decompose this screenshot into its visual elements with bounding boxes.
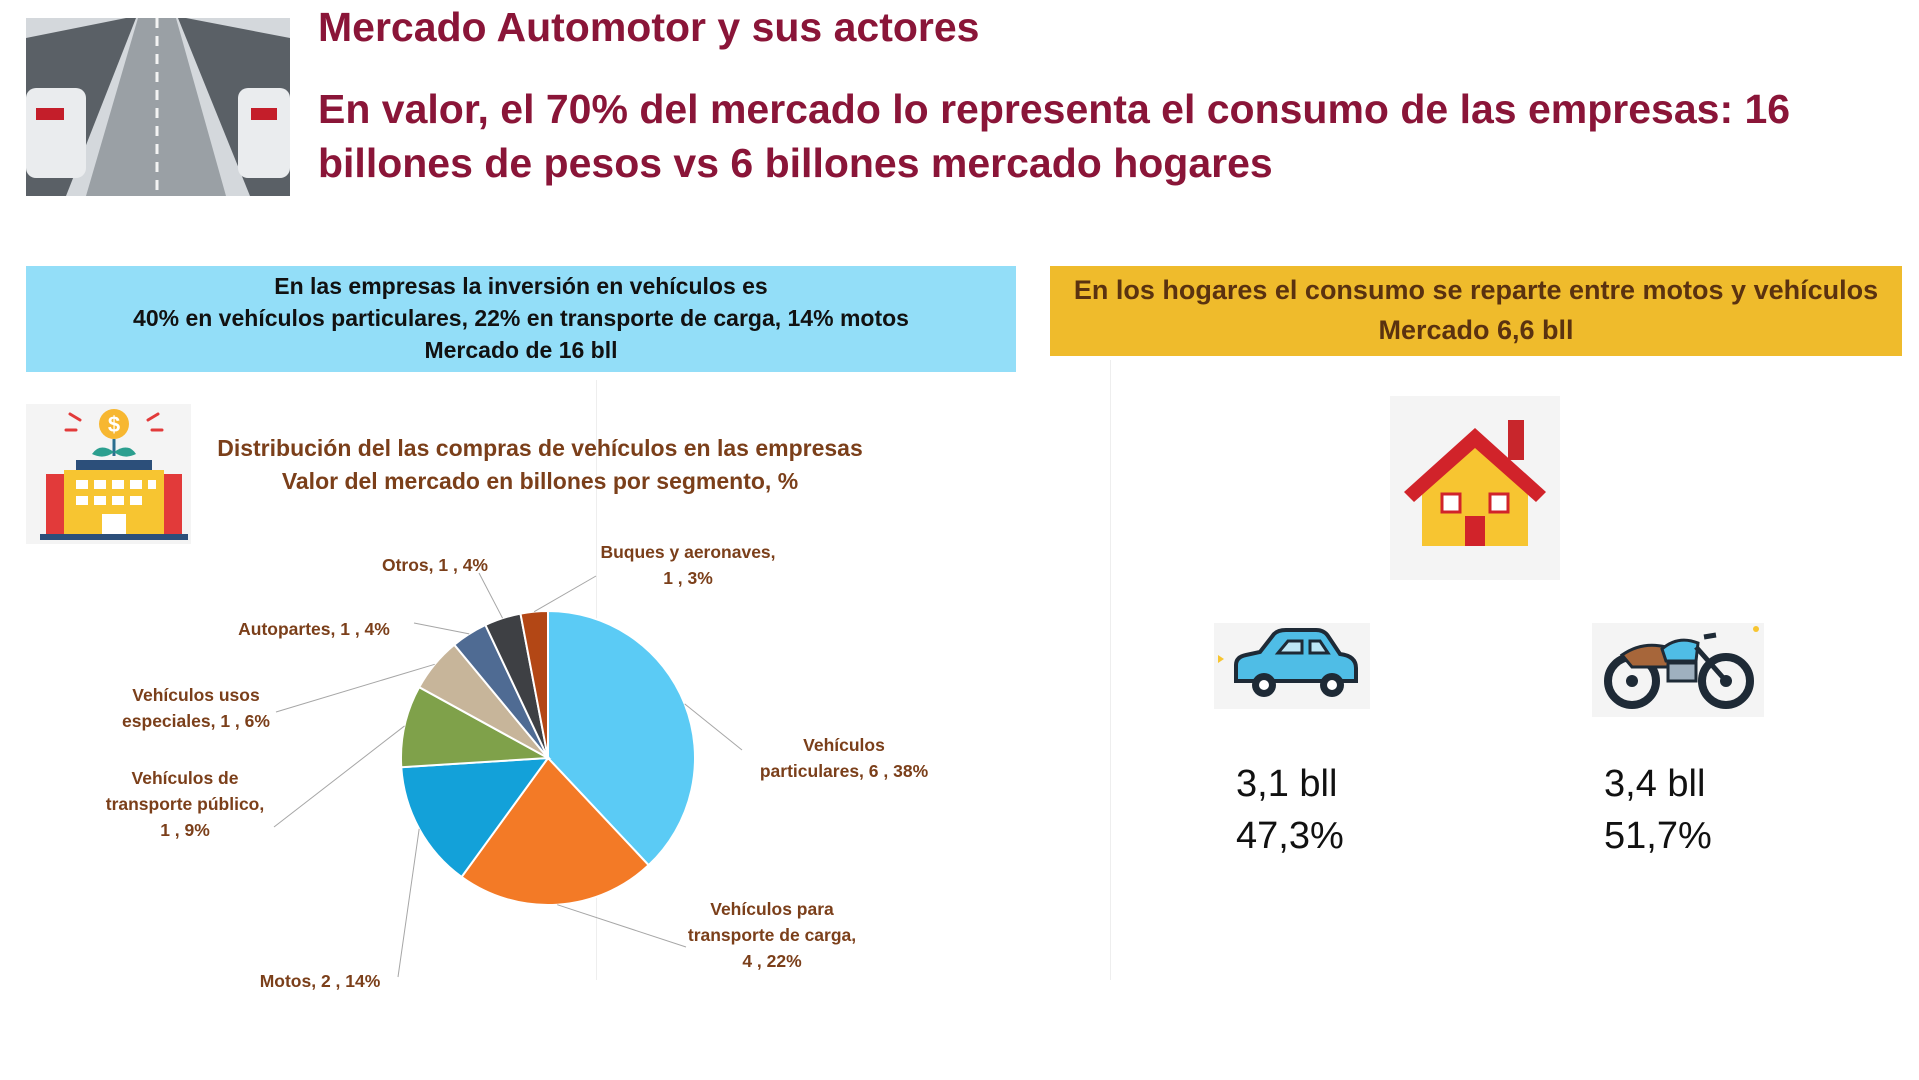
house-icon xyxy=(1390,396,1560,580)
hogares-banner-line2: Mercado 6,6 bll xyxy=(1378,315,1574,345)
car-icon xyxy=(1214,623,1370,709)
car-market-share: 47,3% xyxy=(1236,815,1344,857)
chart-title-line1: Distribución del las compras de vehículo… xyxy=(217,435,863,461)
hogares-banner: En los hogares el consumo se reparte ent… xyxy=(1050,266,1902,356)
company-building-icon: $ xyxy=(26,404,191,544)
pie-slice xyxy=(547,609,696,867)
svg-text:$: $ xyxy=(108,412,120,437)
slice-label: Motos, 2 , 14% xyxy=(260,971,381,991)
leader-line xyxy=(397,828,420,978)
slice-label-line: especiales, 1 , 6% xyxy=(122,711,270,731)
leader-line xyxy=(413,622,470,635)
empresas-banner: En las empresas la inversión en vehículo… xyxy=(26,266,1016,372)
page-subtitle: En valor, el 70% del mercado lo represen… xyxy=(318,86,1791,186)
pie-slice xyxy=(400,756,551,879)
leader-line xyxy=(557,904,687,948)
moto-market-value: 3,4 bll xyxy=(1604,763,1706,805)
car-stats: 3,1 bll 47,3% xyxy=(1236,758,1344,862)
divider xyxy=(1110,360,1111,980)
leader-line xyxy=(275,663,435,713)
slice-label-line: 1 , 3% xyxy=(663,568,713,588)
leader-line xyxy=(273,725,405,828)
slice-label-line: transporte de carga, xyxy=(688,925,856,945)
parking-lot-photo xyxy=(26,18,290,196)
slice-label-line: transporte público, xyxy=(106,794,264,814)
chart-title-line2: Valor del mercado en billones por segmen… xyxy=(281,468,799,494)
leader-line xyxy=(684,703,743,751)
moto-stats: 3,4 bll 51,7% xyxy=(1604,758,1712,862)
pie-chart: Vehículos particulares, 6 , 38% Vehículos … xyxy=(106,542,929,991)
leader-line xyxy=(533,575,597,613)
pie-slice xyxy=(460,756,651,906)
slice-label: Vehículos de transporte público, 1 , 9% xyxy=(106,768,264,840)
motorcycle-icon xyxy=(1592,623,1764,717)
slice-label-line: Vehículos usos xyxy=(132,685,260,705)
moto-market-share: 51,7% xyxy=(1604,815,1712,857)
slice-label-line: Vehículos xyxy=(803,735,885,755)
slice-label: Vehículos para transporte de carga, 4 , 22… xyxy=(688,899,856,971)
slice-label: Vehículos particulares, 6 , 38% xyxy=(760,735,929,781)
empresas-banner-line3: Mercado de 16 bll xyxy=(424,337,618,363)
pie-slice xyxy=(519,609,549,759)
slice-label: Vehículos usos especiales, 1 , 6% xyxy=(122,685,270,731)
slice-label-line: Vehículos para xyxy=(710,899,834,919)
slice-label-line: Buques y aeronaves, xyxy=(600,542,775,562)
slice-label: Buques y aeronaves, 1 , 3% xyxy=(600,542,775,588)
slice-label: Otros, 1 , 4% xyxy=(382,555,488,575)
chart-title: Distribución del las compras de vehículo… xyxy=(200,432,880,498)
page-title: Mercado Automotor y sus actores xyxy=(318,4,980,50)
slice-label-line: Otros, 1 , 4% xyxy=(382,555,488,575)
car-market-value: 3,1 bll xyxy=(1236,763,1338,805)
slice-label-line: Vehículos de xyxy=(132,768,239,788)
slice-label-line: particulares, 6 , 38% xyxy=(760,761,929,781)
slice-label-line: 1 , 9% xyxy=(160,820,210,840)
empresas-banner-line2: 40% en vehículos particulares, 22% en tr… xyxy=(133,305,909,331)
pie-slice xyxy=(400,685,552,769)
slice-label-line: Motos, 2 , 14% xyxy=(260,971,381,991)
slice-label-line: 4 , 22% xyxy=(742,951,802,971)
leader-line xyxy=(478,572,504,619)
empresas-banner-line1: En las empresas la inversión en vehículo… xyxy=(274,273,768,299)
slice-label: Autopartes, 1 , 4% xyxy=(238,619,390,639)
slice-label-line: Autopartes, 1 , 4% xyxy=(238,619,390,639)
hogares-banner-line1: En los hogares el consumo se reparte ent… xyxy=(1073,275,1879,305)
